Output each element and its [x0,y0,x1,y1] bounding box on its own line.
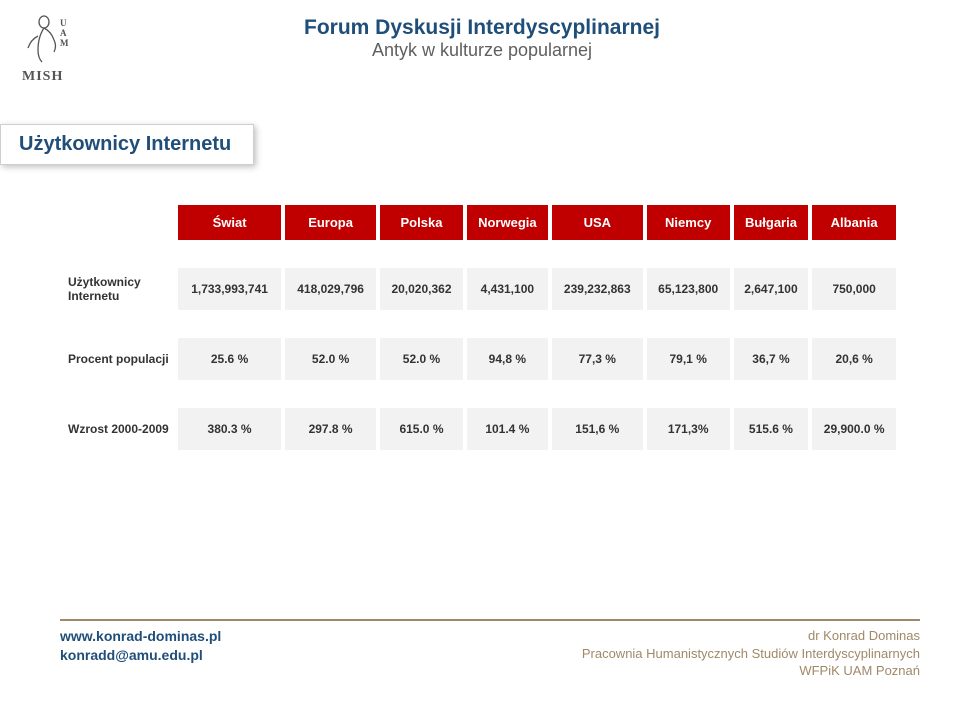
page-footer: www.konrad-dominas.pl konradd@amu.edu.pl… [60,619,920,680]
col-bulgaria: Bułgaria [734,205,809,240]
cell: 20,6 % [812,338,896,380]
cell: 79,1 % [647,338,730,380]
row-label-percent: Procent populacji [64,338,174,380]
page-header: U A M MISH Forum Dyskusji Interdyscyplin… [16,10,944,88]
section-label: Użytkownicy Internetu [0,124,254,165]
footer-uni: WFPiK UAM Poznań [582,662,920,680]
cell: 750,000 [812,268,896,310]
cell: 2,647,100 [734,268,809,310]
col-swiat: Świat [178,205,281,240]
row-label-growth: Wzrost 2000-2009 [64,408,174,450]
cell: 615.0 % [380,408,463,450]
footer-url: www.konrad-dominas.pl [60,627,221,646]
cell: 20,020,362 [380,268,463,310]
svg-text:U: U [60,18,67,28]
header-subtitle: Antyk w kulturze popularnej [100,40,864,61]
footer-dept: Pracownia Humanistycznych Studiów Interd… [582,645,920,663]
cell: 36,7 % [734,338,809,380]
cell: 297.8 % [285,408,376,450]
footer-left: www.konrad-dominas.pl konradd@amu.edu.pl [60,627,221,665]
cell: 101.4 % [467,408,548,450]
cell: 29,900.0 % [812,408,896,450]
cell: 4,431,100 [467,268,548,310]
svg-text:A: A [60,28,67,38]
cell: 77,3 % [552,338,643,380]
table-row: Wzrost 2000-2009 380.3 % 297.8 % 615.0 %… [64,408,896,450]
cell: 1,733,993,741 [178,268,281,310]
cell: 515.6 % [734,408,809,450]
col-niemcy: Niemcy [647,205,730,240]
row-label-users: Użytkownicy Internetu [64,268,174,310]
cell: 239,232,863 [552,268,643,310]
cell: 171,3% [647,408,730,450]
col-usa: USA [552,205,643,240]
header-title: Forum Dyskusji Interdyscyplinarnej [100,16,864,40]
data-table: Świat Europa Polska Norwegia USA Niemcy … [60,205,900,450]
table-header-row: Świat Europa Polska Norwegia USA Niemcy … [64,205,896,240]
svg-text:MISH: MISH [22,69,63,84]
cell: 52.0 % [285,338,376,380]
footer-author: dr Konrad Dominas [582,627,920,645]
cell: 94,8 % [467,338,548,380]
col-albania: Albania [812,205,896,240]
col-polska: Polska [380,205,463,240]
footer-email: konradd@amu.edu.pl [60,646,221,665]
table-header-spacer [64,205,174,240]
cell: 418,029,796 [285,268,376,310]
cell: 65,123,800 [647,268,730,310]
col-norwegia: Norwegia [467,205,548,240]
mish-logo: U A M MISH [16,10,80,88]
cell: 25.6 % [178,338,281,380]
table-row: Procent populacji 25.6 % 52.0 % 52.0 % 9… [64,338,896,380]
col-europa: Europa [285,205,376,240]
cell: 380.3 % [178,408,281,450]
footer-right: dr Konrad Dominas Pracownia Humanistyczn… [582,627,920,680]
cell: 151,6 % [552,408,643,450]
header-text-block: Forum Dyskusji Interdyscyplinarnej Antyk… [100,10,864,61]
cell: 52.0 % [380,338,463,380]
svg-text:M: M [60,38,69,48]
table-row: Użytkownicy Internetu 1,733,993,741 418,… [64,268,896,310]
footer-rule [60,619,920,621]
